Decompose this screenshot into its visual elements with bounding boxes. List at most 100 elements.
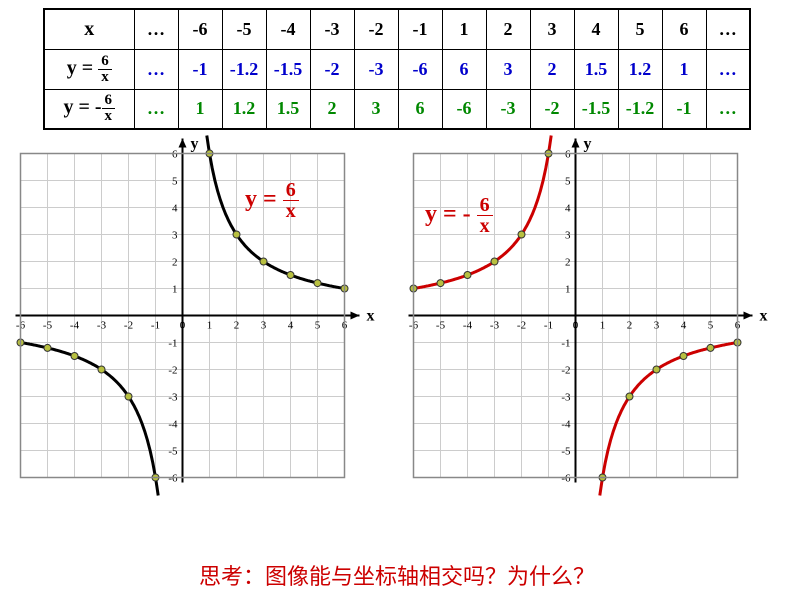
svg-text:4: 4 — [565, 203, 571, 215]
table-row-y1: y = 6x …-1-1.2-1.5-2-3-66321.51.21… — [44, 49, 750, 89]
table-cell: -4 — [266, 9, 310, 49]
svg-text:-5: -5 — [561, 446, 571, 458]
value-table: x …-6-5-4-3-2-1123456… y = 6x …-1-1.2-1.… — [43, 8, 751, 130]
table-cell: … — [134, 89, 178, 129]
svg-text:-5: -5 — [43, 320, 53, 332]
svg-text:2: 2 — [234, 320, 240, 332]
table-cell: -3 — [310, 9, 354, 49]
svg-text:-3: -3 — [168, 392, 178, 404]
svg-text:-5: -5 — [436, 320, 446, 332]
table-cell: 1 — [442, 9, 486, 49]
table-cell: -6 — [398, 49, 442, 89]
svg-text:1: 1 — [207, 320, 213, 332]
svg-text:x: x — [367, 308, 375, 325]
svg-text:3: 3 — [261, 320, 267, 332]
svg-text:5: 5 — [565, 176, 571, 188]
table-cell: 4 — [574, 9, 618, 49]
table-cell: -5 — [222, 9, 266, 49]
svg-text:-4: -4 — [463, 320, 473, 332]
svg-text:-5: -5 — [168, 446, 178, 458]
table-cell: 1.2 — [618, 49, 662, 89]
table-cell: -2 — [310, 49, 354, 89]
svg-text:y: y — [584, 136, 592, 153]
equation-label-1: y = 6x — [245, 180, 299, 221]
svg-text:6: 6 — [565, 149, 571, 161]
svg-text:-1: -1 — [151, 320, 160, 332]
table-cell: 1 — [178, 89, 222, 129]
svg-text:-2: -2 — [561, 365, 570, 377]
table-cell: 1.5 — [574, 49, 618, 89]
svg-text:0: 0 — [180, 320, 186, 332]
table-cell: -2 — [530, 89, 574, 129]
table-cell: 1.2 — [222, 89, 266, 129]
svg-text:-2: -2 — [517, 320, 526, 332]
svg-text:4: 4 — [288, 320, 294, 332]
svg-text:5: 5 — [172, 176, 178, 188]
chart-y-equals-6-over-x: -6-5-4-3-2-10123456-6-5-4-3-2-1123456xy — [2, 135, 383, 506]
chart-y-equals-neg-6-over-x: -6-5-4-3-2-10123456-6-5-4-3-2-1123456xy — [395, 135, 776, 506]
svg-text:3: 3 — [172, 230, 178, 242]
table-cell: 3 — [486, 49, 530, 89]
table-cell: … — [706, 9, 750, 49]
table-cell: 6 — [398, 89, 442, 129]
equation-label-2: y = - 6x — [425, 195, 493, 236]
table-cell: 3 — [530, 9, 574, 49]
y1-label-cell: y = 6x — [44, 49, 134, 89]
table-cell: 2 — [310, 89, 354, 129]
table-cell: 2 — [530, 49, 574, 89]
svg-text:1: 1 — [600, 320, 606, 332]
y2-label-cell: y = -6x — [44, 89, 134, 129]
svg-text:-6: -6 — [168, 473, 178, 485]
svg-text:5: 5 — [708, 320, 714, 332]
table-cell: … — [706, 89, 750, 129]
svg-text:2: 2 — [172, 257, 178, 269]
svg-text:3: 3 — [565, 230, 571, 242]
table-cell: -1 — [178, 49, 222, 89]
table-cell: 6 — [442, 49, 486, 89]
svg-text:-1: -1 — [168, 338, 177, 350]
svg-text:1: 1 — [172, 284, 178, 296]
table-row-x: x …-6-5-4-3-2-1123456… — [44, 9, 750, 49]
table-cell: -1.2 — [618, 89, 662, 129]
table-cell: … — [706, 49, 750, 89]
svg-text:1: 1 — [565, 284, 571, 296]
table-cell: -6 — [442, 89, 486, 129]
table-cell: 1.5 — [266, 89, 310, 129]
table-cell: -3 — [354, 49, 398, 89]
table-cell: -2 — [354, 9, 398, 49]
svg-text:6: 6 — [172, 149, 178, 161]
svg-text:4: 4 — [681, 320, 687, 332]
svg-text:2: 2 — [565, 257, 571, 269]
svg-text:-2: -2 — [168, 365, 177, 377]
svg-text:-1: -1 — [544, 320, 553, 332]
svg-text:4: 4 — [172, 203, 178, 215]
table-cell: -6 — [178, 9, 222, 49]
question-text: 思考：图像能与坐标轴相交吗？为什么？ — [0, 559, 794, 591]
table-cell: … — [134, 9, 178, 49]
svg-text:-3: -3 — [561, 392, 571, 404]
table-cell: 1 — [662, 49, 706, 89]
table-cell: -1 — [398, 9, 442, 49]
svg-text:x: x — [760, 308, 768, 325]
table-cell: -1 — [662, 89, 706, 129]
svg-text:-4: -4 — [168, 419, 178, 431]
table-cell: … — [134, 49, 178, 89]
table-cell: 3 — [354, 89, 398, 129]
svg-text:-4: -4 — [70, 320, 80, 332]
x-label-cell: x — [44, 9, 134, 49]
table-cell: -1.5 — [574, 89, 618, 129]
svg-text:-4: -4 — [561, 419, 571, 431]
svg-text:-6: -6 — [561, 473, 571, 485]
svg-text:3: 3 — [654, 320, 660, 332]
svg-text:5: 5 — [315, 320, 321, 332]
table-row-y2: y = -6x …11.21.5236-6-3-2-1.5-1.2-1… — [44, 89, 750, 129]
table-cell: -3 — [486, 89, 530, 129]
svg-text:-3: -3 — [490, 320, 500, 332]
table-cell: -1.5 — [266, 49, 310, 89]
table-cell: -1.2 — [222, 49, 266, 89]
table-cell: 5 — [618, 9, 662, 49]
svg-text:-1: -1 — [561, 338, 570, 350]
table-cell: 2 — [486, 9, 530, 49]
svg-text:2: 2 — [627, 320, 633, 332]
svg-text:y: y — [191, 136, 199, 153]
